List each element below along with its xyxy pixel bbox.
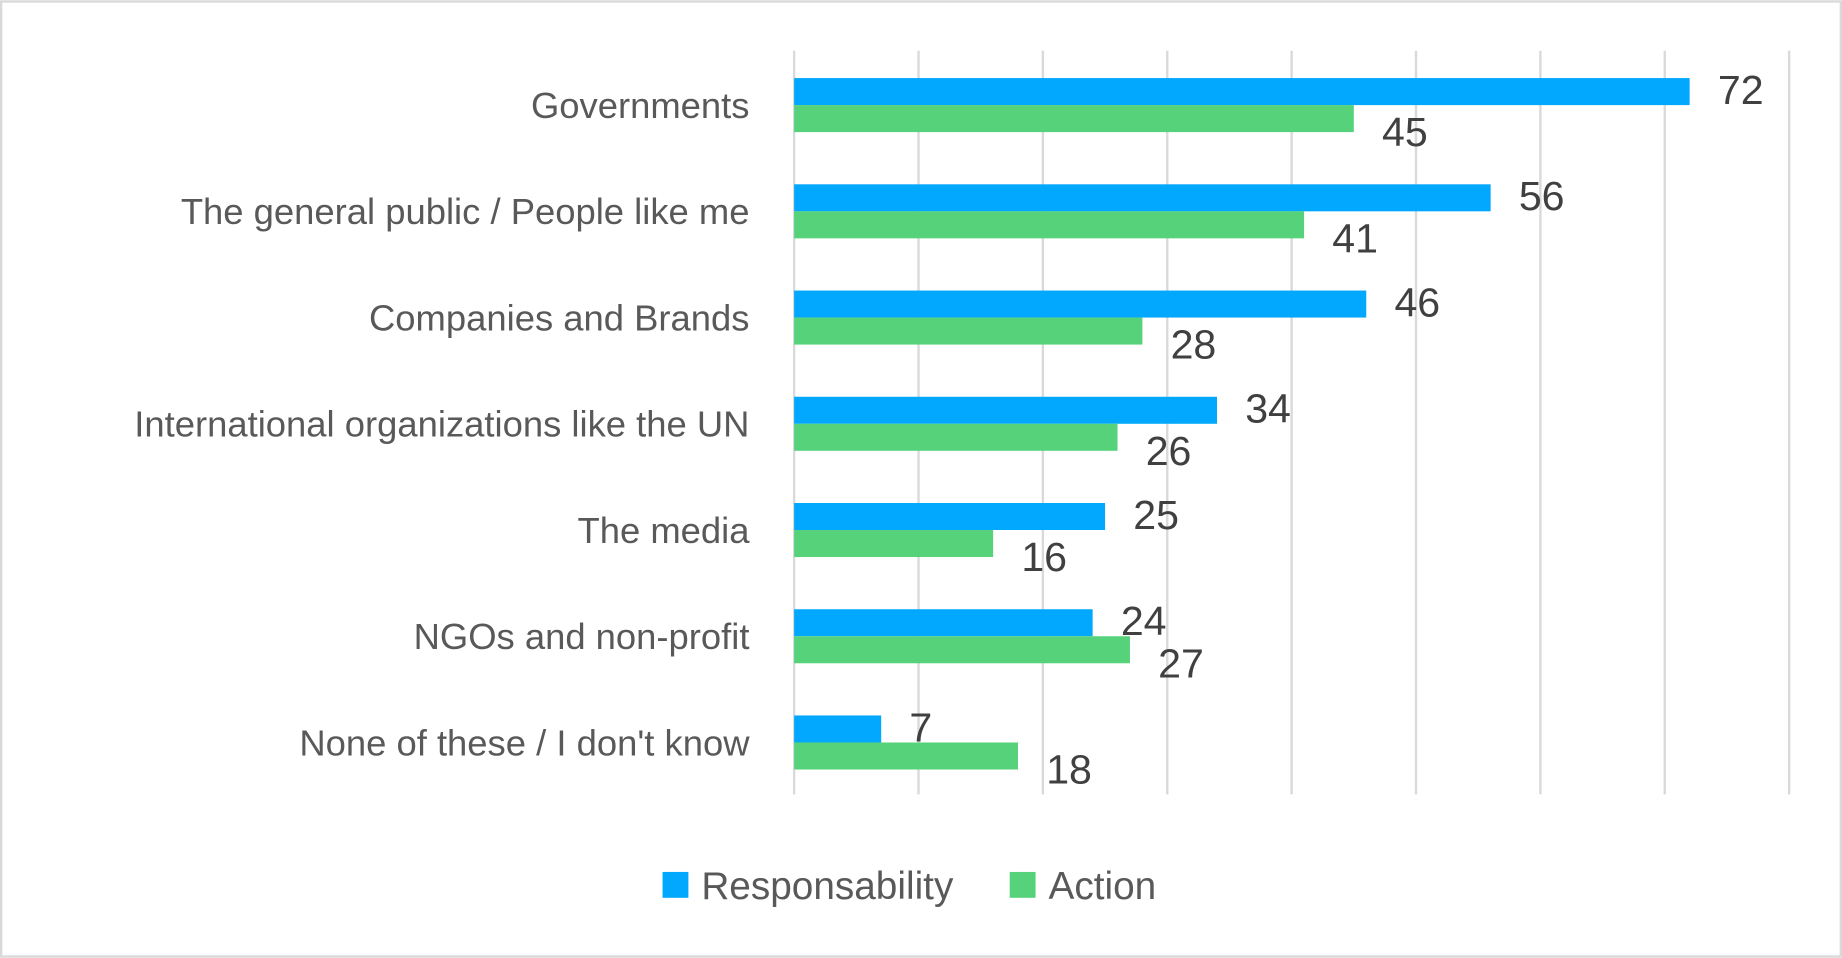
legend: Responsability Action [662,865,1156,908]
bar-responsability [794,502,1106,531]
bar-responsability [794,78,1690,106]
bars [794,78,1690,770]
legend-label: Responsability [701,865,954,908]
data-label: 27 [1158,640,1204,686]
bar-action [794,423,1118,451]
bar-responsability [794,715,882,743]
data-label: 56 [1519,173,1565,219]
data-label: 16 [1021,534,1067,580]
legend-label: Action [1048,865,1156,908]
category-label: International organizations like the UN [134,404,749,445]
bar-responsability [794,184,1491,212]
gridlines [792,50,1791,795]
data-label: 46 [1394,279,1440,325]
data-label: 41 [1332,215,1378,261]
data-label: 34 [1245,386,1291,432]
category-label: Governments [531,85,750,126]
bar-action [794,636,1130,664]
category-label: The media [577,510,750,551]
category-label: None of these / I don't know [299,722,750,763]
bar-action [794,742,1019,770]
bar-action [794,211,1305,239]
data-label: 24 [1121,598,1167,644]
data-label: 45 [1382,109,1428,155]
bar-responsability [794,396,1218,424]
category-label: The general public / People like me [181,191,750,232]
category-labels: Governments The general public / People l… [134,85,750,763]
category-label: NGOs and non-profit [414,616,750,657]
bar-action [794,105,1354,133]
data-label: 28 [1171,322,1217,368]
data-label: 25 [1133,492,1179,538]
bar-action [794,317,1143,345]
legend-swatch-action [1009,871,1036,898]
bar-responsability [794,290,1367,318]
bar-action [794,530,994,558]
legend-swatch-responsability [662,871,689,898]
data-label: 72 [1718,67,1764,113]
bar-responsability [794,609,1093,637]
data-label: 26 [1146,428,1192,474]
data-label: 18 [1046,747,1092,793]
data-label: 7 [909,704,932,750]
category-label: Companies and Brands [369,297,749,338]
